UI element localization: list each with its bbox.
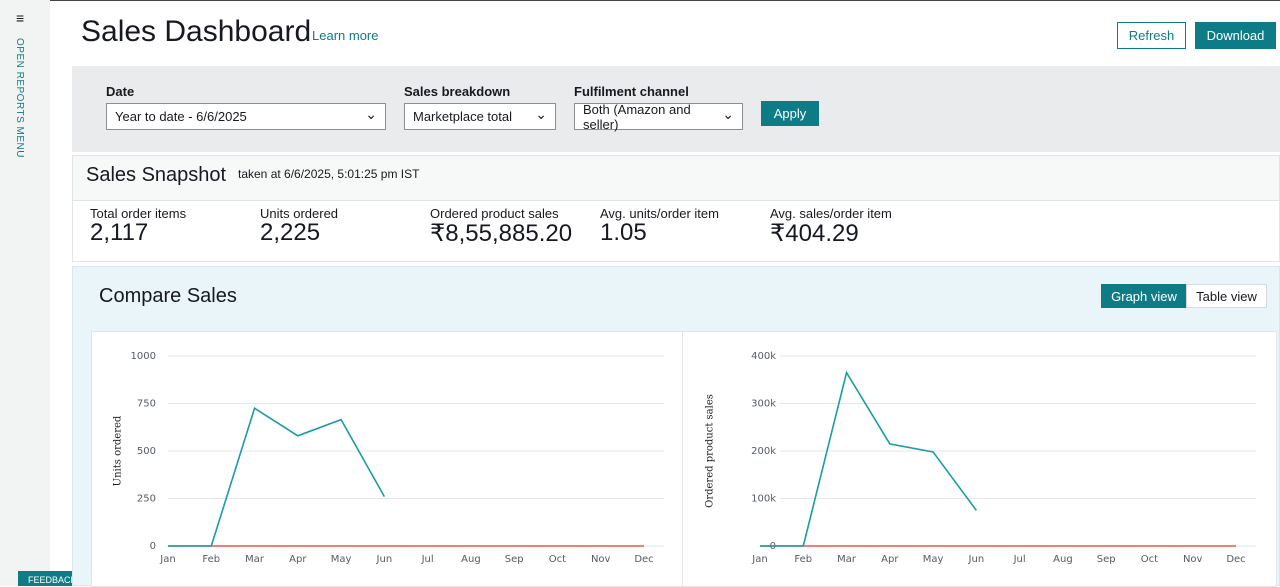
metric-label: Avg. units/order item — [600, 206, 719, 221]
date-select[interactable]: Year to date - 6/6/2025 — [106, 103, 386, 130]
x-tick-label: Jun — [968, 554, 985, 565]
download-button[interactable]: Download — [1195, 22, 1276, 49]
compare-title: Compare Sales — [99, 285, 237, 307]
channel-label: Fulfilment channel — [574, 84, 689, 99]
y-tick-label: 1000 — [131, 351, 156, 362]
sidebar: ≡ OPEN REPORTS MENU — [0, 0, 50, 586]
x-tick-label: May — [923, 554, 944, 565]
y-tick-label: 250 — [137, 494, 156, 505]
metric-label: Avg. sales/order item — [770, 206, 892, 221]
y-tick-label: 500 — [137, 446, 156, 457]
filters: Date Year to date - 6/6/2025 Sales break… — [72, 66, 1280, 152]
metric-label: Units ordered — [260, 206, 339, 221]
x-tick-label: Nov — [1183, 554, 1203, 565]
snapshot-title: Sales Snapshot — [86, 164, 227, 186]
y-axis-title: Units ordered — [113, 415, 124, 486]
title: Sales Dashboard — [81, 15, 312, 48]
x-tick-label: Feb — [794, 554, 812, 565]
menu-link[interactable]: OPEN REPORTS MENU — [14, 38, 25, 158]
x-tick-label: Mar — [837, 554, 857, 565]
snapshot: Sales Snapshot taken at 6/6/2025, 5:01:2… — [72, 155, 1280, 262]
breakdown-label: Sales breakdown — [404, 84, 511, 99]
x-tick-label: Nov — [591, 554, 611, 565]
metric-value: 2,117 — [90, 219, 149, 246]
x-tick-label: Apr — [289, 554, 307, 565]
snapshot-header — [73, 156, 1279, 201]
x-tick-label: Jun — [376, 554, 393, 565]
graph-view-button[interactable]: Graph view — [1101, 284, 1187, 308]
x-tick-label: Mar — [245, 554, 265, 565]
y-tick-label: 750 — [137, 399, 156, 410]
breakdown-select[interactable]: Marketplace total — [404, 103, 556, 130]
menu-icon[interactable]: ≡ — [16, 10, 25, 26]
date-label: Date — [106, 84, 135, 99]
refresh-button[interactable]: Refresh — [1117, 22, 1186, 49]
metric-value: ₹8,55,885.20 — [430, 220, 573, 247]
y-tick-label: 0 — [150, 541, 156, 552]
learn-more[interactable]: Learn more — [312, 28, 379, 43]
x-tick-label: Apr — [881, 554, 899, 565]
x-tick-label: Jul — [1013, 554, 1026, 565]
x-tick-label: Aug — [461, 554, 481, 565]
chart-divider — [682, 331, 683, 587]
x-tick-label: Dec — [1226, 554, 1245, 565]
metric-value: 1.05 — [600, 219, 647, 246]
y-tick-label: 100k — [751, 494, 776, 505]
x-tick-label: Dec — [634, 554, 653, 565]
x-tick-label: Sep — [1097, 554, 1116, 565]
apply-button[interactable]: Apply — [761, 101, 819, 126]
x-tick-label: Jul — [421, 554, 434, 565]
chart-left: 0 250 500 750 1000 Jan Feb Mar Apr May Jun Jul Aug Se… — [113, 351, 664, 565]
y-tick-label: 300k — [751, 399, 776, 410]
y-tick-label: 400k — [751, 351, 776, 362]
y-axis-title: Ordered product sales — [705, 394, 716, 508]
x-tick-label: Feb — [202, 554, 220, 565]
x-tick-label: Oct — [1141, 554, 1158, 565]
chart-panel — [91, 331, 1277, 587]
channel-select[interactable]: Both (Amazon and seller) — [574, 102, 743, 132]
x-tick-label: Jan — [751, 554, 767, 565]
series-line — [168, 407, 386, 547]
x-tick-label: Sep — [505, 554, 524, 565]
feedback-text: FEEDBACK — [28, 575, 77, 585]
top-border — [50, 0, 1280, 1]
x-tick-label: May — [331, 554, 352, 565]
metric-label: Total order items — [90, 206, 187, 221]
x-tick-label: Aug — [1053, 554, 1073, 565]
y-tick-label: 200k — [751, 446, 776, 457]
metric-value: 2,225 — [260, 219, 321, 246]
metric-label: Ordered product sales — [430, 206, 559, 221]
compare: Compare Sales Graph view Table view — [72, 266, 1280, 587]
snapshot-time: taken at 6/6/2025, 5:01:25 pm IST — [238, 167, 420, 181]
x-tick-label: Oct — [549, 554, 566, 565]
table-view-button[interactable]: Table view — [1186, 284, 1267, 308]
series-line — [760, 370, 978, 547]
metric-value: ₹404.29 — [770, 220, 859, 247]
x-tick-label: Jan — [159, 554, 175, 565]
